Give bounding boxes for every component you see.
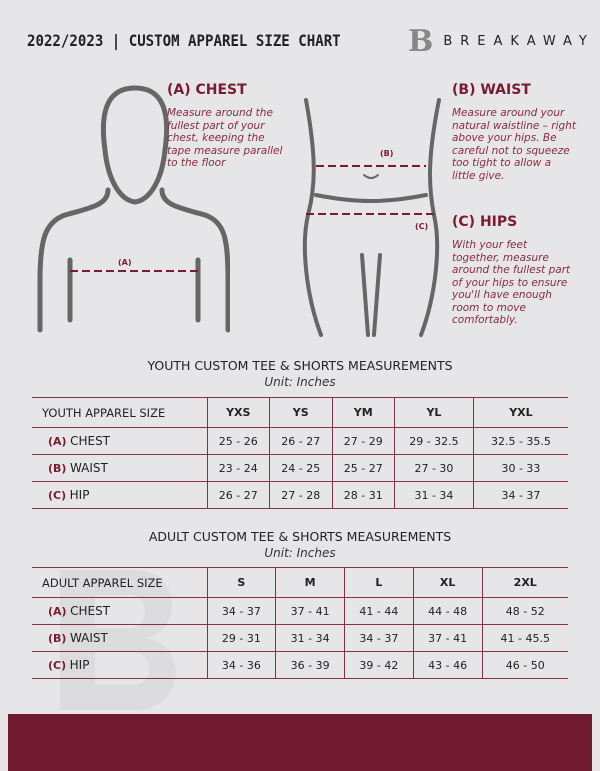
waist-description: Measure around your natural waistline – … [452, 107, 576, 182]
measurement-tag: (A) [48, 435, 67, 448]
measurement-tag: (C) [48, 489, 67, 502]
measurement-value: 29 - 31 [206, 624, 276, 652]
measurement-value: 23 - 24 [206, 454, 270, 482]
measurement-value: 37 - 41 [412, 624, 482, 652]
table-header-row: YOUTH APPAREL SIZE YXS YS YM YL YXL [32, 397, 568, 428]
size-header: YM [331, 397, 395, 428]
waist-hips-figure [302, 98, 441, 337]
youth-size-table: YOUTH APPAREL SIZE YXS YS YM YL YXL (A) CHEST 2… [32, 397, 568, 509]
table-row: (C) HIP 26 - 27 27 - 28 28 - 31 31 - 34 34 - … [32, 481, 568, 509]
measurement-value: 25 - 26 [206, 427, 270, 455]
measurement-label: (C) HIP [32, 481, 207, 509]
size-label-header: YOUTH APPAREL SIZE [32, 397, 207, 428]
measurement-name: HIP [69, 658, 90, 672]
waist-marker: (B) [380, 149, 394, 158]
table-row: (B) WAIST 29 - 31 31 - 34 34 - 37 37 - 41 41 … [32, 624, 568, 652]
measurement-value: 48 - 52 [481, 597, 568, 625]
measurement-value: 44 - 48 [412, 597, 482, 625]
measurement-value: 41 - 45.5 [481, 624, 568, 652]
brand-name: BREAKAWAY [443, 34, 595, 49]
size-header: YL [394, 397, 474, 428]
table-row: (A) CHEST 34 - 37 37 - 41 41 - 44 44 - 48 48 … [32, 597, 568, 625]
adult-size-table: ADULT APPAREL SIZE S M L XL 2XL (A) CHEST 34 - … [32, 567, 568, 679]
measurement-tag: (B) [48, 632, 67, 645]
measurement-label: (C) HIP [32, 651, 207, 679]
size-header: YXS [206, 397, 270, 428]
table-row: (C) HIP 34 - 36 36 - 39 39 - 42 43 - 46 46 - … [32, 651, 568, 679]
size-header: M [275, 567, 345, 598]
measurement-value: 24 - 25 [269, 454, 332, 482]
chest-description: Measure around the fullest part of your … [167, 107, 283, 169]
youth-title: YOUTH CUSTOM TEE & SHORTS MEASUREMENTS [147, 358, 453, 373]
table-row: (B) WAIST 23 - 24 24 - 25 25 - 27 27 - 30 30 … [32, 454, 568, 482]
measurement-value: 46 - 50 [481, 651, 568, 679]
size-header: 2XL [481, 567, 568, 598]
hips-description: With your feet together, measure around … [452, 239, 571, 326]
chest-heading: (A) CHEST [167, 82, 247, 98]
measurement-value: 34 - 37 [472, 481, 568, 509]
measurement-name: HIP [69, 488, 90, 502]
adult-unit: Unit: Inches [264, 546, 336, 560]
measurement-value: 30 - 33 [472, 454, 568, 482]
chest-figure [37, 85, 230, 333]
measurement-value: 39 - 42 [344, 651, 414, 679]
measurement-value: 34 - 36 [206, 651, 276, 679]
measurement-value: 25 - 27 [331, 454, 395, 482]
measurement-value: 28 - 31 [331, 481, 395, 509]
measurement-value: 41 - 44 [344, 597, 414, 625]
measurement-name: WAIST [69, 461, 108, 475]
measurement-value: 27 - 29 [331, 427, 395, 455]
table-row: (A) CHEST 25 - 26 26 - 27 27 - 29 29 - 32.5 3… [32, 427, 568, 455]
measurement-tag: (C) [48, 659, 67, 672]
size-header: L [344, 567, 414, 598]
waist-heading: (B) WAIST [452, 82, 531, 98]
measurement-name: CHEST [70, 604, 111, 618]
measurement-value: 26 - 27 [269, 427, 332, 455]
size-header: XL [412, 567, 482, 598]
measurement-label: (A) CHEST [32, 427, 207, 455]
size-header: YS [269, 397, 332, 428]
measurement-value: 36 - 39 [275, 651, 345, 679]
measurement-value: 29 - 32.5 [394, 427, 474, 455]
adult-section-heading: ADULT CUSTOM TEE & SHORTS MEASUREMENTS U… [0, 529, 600, 560]
measurement-label: (A) CHEST [32, 597, 207, 625]
measurement-tag: (B) [48, 462, 67, 475]
measurement-value: 31 - 34 [275, 624, 345, 652]
youth-unit: Unit: Inches [264, 375, 336, 389]
measurement-name: CHEST [70, 434, 111, 448]
size-label-header: ADULT APPAREL SIZE [32, 567, 207, 598]
size-header: YXL [472, 397, 568, 428]
size-header: S [206, 567, 276, 598]
brand-mark: B [408, 24, 434, 59]
brand-logo: B BREAKAWAY [408, 24, 595, 59]
measurement-tag: (A) [48, 605, 67, 618]
measurement-label: (B) WAIST [32, 454, 207, 482]
measurement-value: 31 - 34 [394, 481, 474, 509]
measurement-value: 34 - 37 [206, 597, 276, 625]
footer-band [8, 714, 592, 771]
measurement-value: 27 - 28 [269, 481, 332, 509]
measurement-value: 37 - 41 [275, 597, 345, 625]
page-title: 2022/2023 | CUSTOM APPAREL SIZE CHART [27, 31, 341, 50]
measurement-name: WAIST [69, 631, 108, 645]
measurement-value: 34 - 37 [344, 624, 414, 652]
table-header-row: ADULT APPAREL SIZE S M L XL 2XL [32, 567, 568, 598]
hips-marker: (C) [415, 222, 429, 231]
measurement-value: 26 - 27 [206, 481, 270, 509]
measurement-value: 32.5 - 35.5 [472, 427, 568, 455]
chest-marker: (A) [118, 258, 132, 267]
measurement-value: 43 - 46 [412, 651, 482, 679]
youth-section-heading: YOUTH CUSTOM TEE & SHORTS MEASUREMENTS U… [0, 358, 600, 389]
measurement-label: (B) WAIST [32, 624, 207, 652]
hips-heading: (C) HIPS [452, 214, 518, 230]
measurement-value: 27 - 30 [394, 454, 474, 482]
adult-title: ADULT CUSTOM TEE & SHORTS MEASUREMENTS [148, 529, 452, 544]
